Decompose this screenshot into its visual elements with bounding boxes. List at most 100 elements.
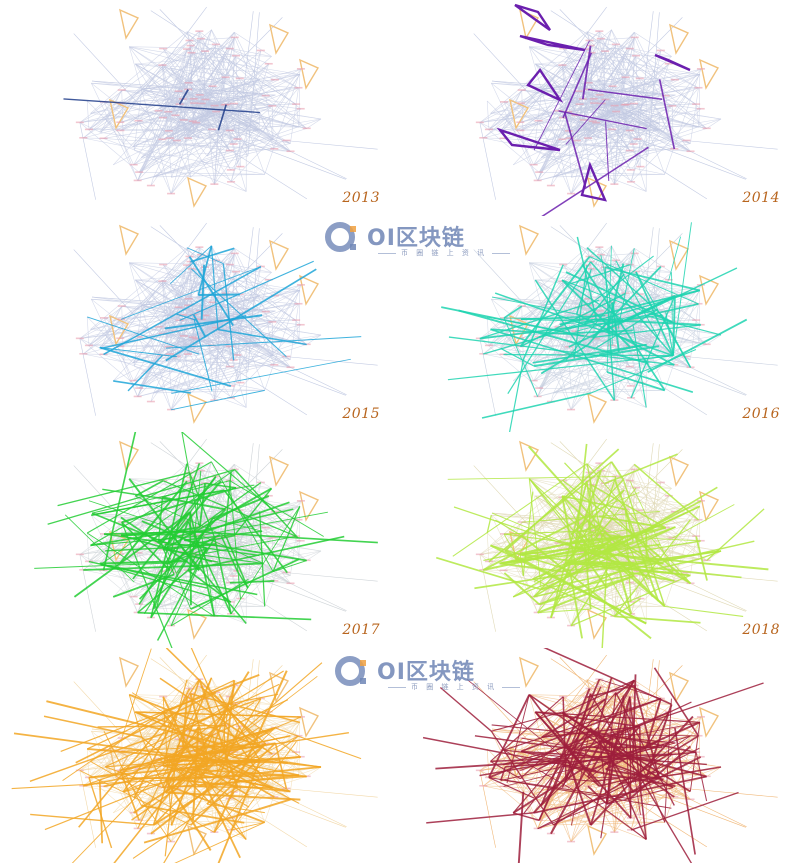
network-graph-2014 — [473, 3, 778, 216]
node-label — [201, 314, 210, 317]
edge — [159, 9, 247, 100]
highlight-edge — [191, 726, 200, 821]
edge — [162, 247, 200, 282]
edge — [479, 338, 496, 416]
highlight-edge — [426, 812, 534, 824]
node-label — [256, 265, 265, 268]
highlight-triangle — [580, 161, 608, 202]
highlight-edge — [595, 505, 701, 556]
node-label — [195, 94, 204, 96]
highlight-edge — [187, 569, 232, 603]
edge — [686, 356, 778, 366]
highlight-edge — [517, 791, 525, 863]
edge — [594, 87, 699, 104]
node-label — [270, 78, 279, 81]
edge — [553, 128, 707, 178]
edge — [137, 358, 175, 397]
edge — [135, 63, 213, 130]
highlight-edge — [553, 735, 699, 826]
node-label — [696, 68, 705, 70]
node-label — [627, 181, 636, 183]
node-label — [579, 119, 588, 121]
highlight-edge — [672, 222, 692, 356]
node-label — [611, 259, 620, 262]
highlight-edge — [217, 725, 226, 762]
triangle — [519, 656, 540, 688]
highlight-edge — [486, 515, 492, 534]
highlight-edge — [593, 777, 619, 783]
highlight-edge — [274, 727, 362, 760]
highlight-edge — [236, 570, 249, 589]
highlight-edge — [190, 742, 277, 826]
edge — [193, 103, 232, 171]
node-label — [559, 263, 568, 266]
edge — [150, 176, 154, 186]
edge — [614, 105, 691, 152]
highlight-edge — [512, 692, 617, 814]
edge — [593, 751, 632, 819]
node-label — [626, 169, 635, 171]
highlight-edge — [90, 535, 197, 546]
triangle — [299, 490, 320, 522]
highlight-edge — [481, 392, 591, 419]
highlight-edge — [617, 567, 633, 615]
highlight-edge — [503, 305, 523, 319]
edge — [246, 266, 262, 345]
node-label — [221, 292, 230, 295]
highlight-edge — [559, 751, 580, 758]
highlight-edge — [647, 318, 748, 373]
node-label — [235, 725, 244, 728]
node-label — [146, 400, 155, 403]
node-label — [517, 737, 526, 739]
node-label — [565, 137, 574, 139]
edge — [162, 31, 200, 66]
highlight-edge — [586, 247, 663, 316]
highlight-edge — [259, 511, 266, 607]
node-label — [610, 104, 619, 107]
highlight-edge — [589, 492, 640, 513]
highlight-edge — [120, 530, 183, 537]
node-label — [158, 280, 167, 282]
highlight-edge — [162, 760, 260, 767]
edge — [600, 38, 691, 152]
triangle — [669, 455, 690, 487]
edge — [605, 337, 691, 368]
node-label — [117, 89, 126, 91]
highlight-edge — [190, 247, 235, 263]
highlight-edge — [161, 711, 208, 765]
edge — [623, 57, 676, 81]
highlight-edge — [664, 605, 744, 617]
node-label — [75, 337, 84, 340]
edge — [596, 122, 660, 131]
edge — [193, 722, 300, 748]
edge — [120, 77, 226, 131]
edge — [214, 321, 291, 368]
node-label — [229, 102, 238, 105]
highlight-edge — [568, 295, 676, 348]
highlight-edge — [190, 693, 300, 724]
edge — [103, 786, 247, 840]
edge — [553, 344, 707, 394]
edge — [194, 87, 299, 104]
highlight-edge — [562, 52, 593, 119]
node-label — [565, 785, 574, 787]
node-label — [625, 149, 634, 152]
edge — [588, 248, 635, 300]
edge — [533, 305, 543, 367]
node-label — [296, 107, 305, 110]
edge — [103, 354, 247, 408]
node-label — [286, 366, 295, 369]
highlight-edge — [581, 45, 592, 100]
edge — [199, 463, 217, 477]
node-label — [225, 345, 234, 348]
edge — [520, 108, 560, 123]
node-label — [233, 354, 242, 356]
highlight-edge — [635, 271, 691, 368]
node-label — [134, 119, 143, 122]
node-label — [133, 395, 142, 398]
highlight-edge — [538, 679, 601, 821]
node-label — [212, 326, 221, 329]
node-label — [230, 684, 239, 687]
node-label — [146, 184, 155, 187]
node-label — [682, 355, 691, 358]
